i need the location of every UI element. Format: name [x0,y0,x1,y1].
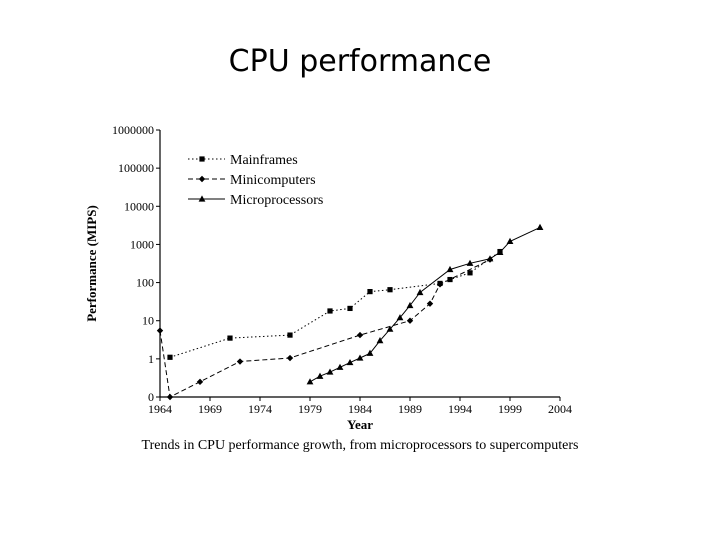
x-tick-label: 1984 [348,402,372,416]
data-point [166,393,174,401]
data-point [367,288,373,295]
data-point [286,354,294,362]
x-tick-label: 1974 [248,402,272,416]
data-point [326,368,334,375]
y-tick-label: 100 [136,276,154,290]
data-point [366,349,374,356]
x-tick-label: 1994 [448,402,472,416]
data-point [406,317,414,324]
y-tick-label: 0 [148,390,154,404]
data-point [406,301,414,309]
x-tick-label: 2004 [548,402,572,416]
series-layer [156,223,544,401]
data-point [486,255,494,262]
data-point [496,248,504,255]
data-point [196,378,204,386]
legend-marker [198,195,206,202]
x-tick-label: 1964 [148,402,172,416]
data-point [536,223,544,230]
x-tick-label: 1999 [498,402,522,416]
legend-label: Mainframes [230,153,298,168]
x-tick-label: 1969 [198,402,222,416]
data-point [227,335,233,341]
data-point [306,378,314,385]
y-tick-label: 1000 [130,237,154,251]
data-point [236,358,244,365]
data-point [356,354,364,361]
data-point [386,325,394,332]
data-point [346,358,354,366]
data-point [156,327,164,334]
y-tick-label: 1 [148,352,154,366]
y-tick-label: 1000000 [112,123,154,137]
data-point [396,314,404,321]
data-point [446,265,454,273]
chart-legend: Mainframes Minicomputers Microprocessors [188,153,323,208]
chart-caption: Trends in CPU performance growth, from m… [142,438,579,453]
data-point [316,372,324,379]
series-line [159,259,491,398]
legend-marker [198,175,206,183]
data-point [416,288,424,296]
x-tick-label: 1979 [298,402,322,416]
data-point [327,308,333,314]
data-point [356,331,364,339]
x-axis-label: Year [347,417,373,432]
y-tick-label: 10000 [124,199,154,213]
slide-title: CPU performance [228,44,492,79]
data-point [426,300,434,307]
legend-label: Minicomputers [230,173,316,188]
series-minicomputers [156,256,494,401]
series-line [309,226,541,383]
data-point [287,332,293,338]
data-point [387,287,393,293]
series-microprocessors [306,223,544,385]
data-point [347,305,353,312]
x-tick-label: 1989 [398,402,422,416]
legend-label: Microprocessors [230,193,323,208]
data-point [506,237,514,245]
data-point [467,270,473,276]
data-point [336,363,344,370]
x-axis-ticks: 1964 1969 1974 1979 1984 1989 1994 1999 2004 [148,397,572,416]
data-point [167,354,173,360]
y-axis-label: Performance (MIPS) [84,205,99,322]
y-tick-label: 100000 [118,161,154,175]
y-axis-ticks: 0 1 10 100 1000 10000 100000 1000000 [112,123,160,404]
data-point [466,259,474,266]
data-point [376,337,384,344]
legend-marker [199,156,205,162]
data-point [436,281,444,288]
y-tick-label: 10 [142,314,154,328]
